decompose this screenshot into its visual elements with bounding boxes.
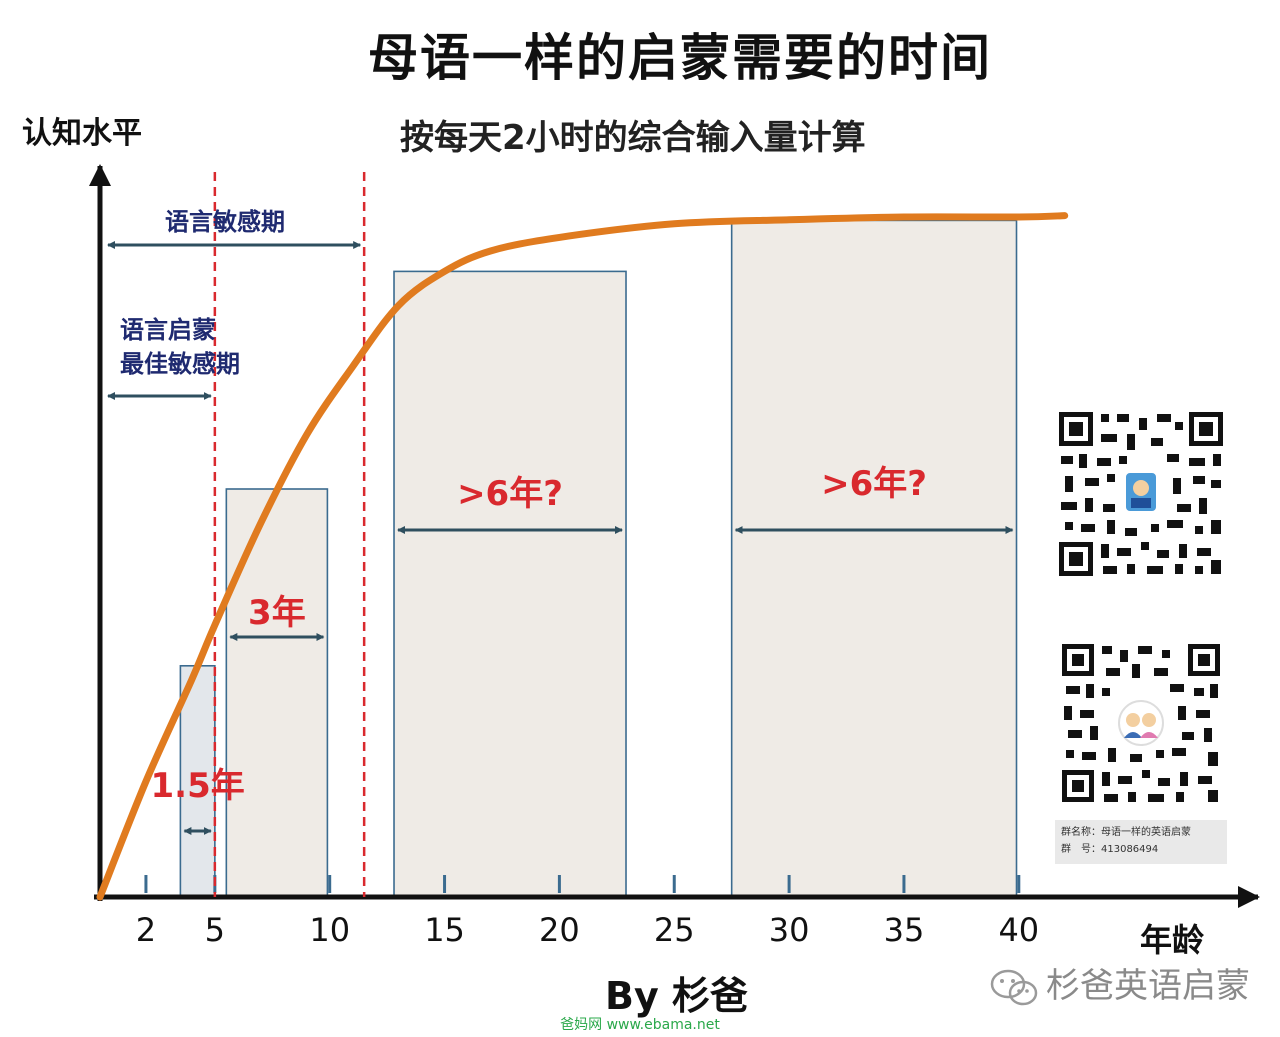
period-label-sensitive: 语言敏感期 [165,208,285,236]
duration-label: 3年 [248,593,306,633]
x-tick-label: 25 [654,911,695,949]
x-tick-label: 10 [309,911,350,949]
qr-caption: 群名称：母语一样的英语启蒙 群 号：413086494 [1055,820,1227,864]
wechat-icon [990,968,1040,1008]
footer-text: 爸妈网 www.ebama.net [560,1017,720,1033]
watermark-text: 杉爸英语启蒙 [1046,966,1250,1006]
duration-bar [730,219,1018,898]
duration-bar [179,664,216,898]
qr-caption-line1: 群名称：母语一样的英语启蒙 [1061,827,1191,838]
period-label-best-line1: 语言启蒙 [120,316,216,344]
y-axis-label: 认知水平 [22,116,142,151]
chart-title: 母语一样的启蒙需要的时间 [368,29,992,87]
period-label-best-line2: 最佳敏感期 [120,350,240,378]
x-axis-label: 年龄 [1140,921,1205,959]
growth-curve-line [96,212,1069,901]
chart-subtitle: 按每天2小时的综合输入量计算 [400,118,866,158]
x-tick-label: 20 [539,911,580,949]
byline: By 杉爸 [605,974,748,1018]
duration-bar [225,488,329,898]
watermark: 杉爸英语启蒙 [990,958,1250,1008]
x-tick-label: 40 [998,911,1039,949]
x-tick-label: 5 [205,911,225,949]
x-tick-label: 35 [884,911,925,949]
duration-label: 1.5年 [151,766,245,806]
x-tick-label: 2 [136,911,156,949]
duration-label: >6年? [821,464,927,504]
duration-bar [393,270,627,898]
x-tick-label: 30 [769,911,810,949]
duration-label: >6年? [457,474,563,514]
x-tick-label: 15 [424,911,465,949]
qr-code-icon [1058,640,1224,810]
qr-code-icon [1055,408,1227,584]
qr-caption-line2: 群 号：413086494 [1061,844,1159,855]
